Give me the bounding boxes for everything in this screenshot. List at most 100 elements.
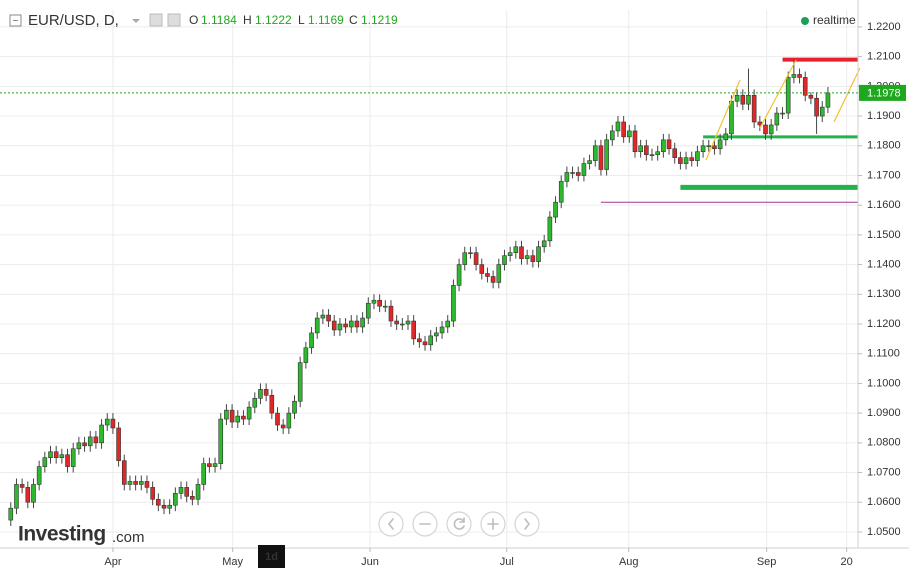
candle-body: [661, 139, 666, 153]
candle-body: [195, 484, 201, 500]
candle-body: [695, 151, 700, 161]
candle-body: [439, 326, 445, 334]
candle-body: [717, 139, 723, 150]
candle-body: [740, 94, 746, 105]
y-tick-label: 1.1300: [867, 288, 901, 300]
settings-icon[interactable]: [149, 13, 163, 27]
nav-zoom-in[interactable]: [480, 511, 506, 537]
candle-body: [729, 100, 734, 135]
x-tick-label: Jul: [500, 556, 514, 568]
candle-body: [190, 496, 195, 500]
candle-body: [405, 320, 411, 325]
candle-body: [104, 418, 110, 426]
last-price-box: [859, 84, 906, 101]
readout-c-label: C: [349, 13, 358, 27]
trend-lines: [705, 59, 861, 161]
candle-body: [575, 172, 581, 176]
candle-body: [331, 320, 337, 331]
candle-body: [479, 264, 485, 274]
nav-left[interactable]: [378, 511, 404, 537]
candle-body: [513, 246, 519, 254]
status-text: realtime: [813, 13, 856, 27]
candle-body: [530, 255, 536, 262]
candle-body: [434, 332, 439, 337]
candle-body: [14, 484, 19, 509]
candle-body: [683, 157, 689, 164]
candle-body: [150, 487, 155, 500]
dropdown-caret[interactable]: [132, 19, 140, 23]
candle-body: [802, 77, 808, 96]
candle-body: [632, 130, 638, 153]
candle-body: [269, 395, 275, 414]
candle-body: [768, 124, 774, 135]
candle-body: [314, 317, 320, 334]
brand: Investing: [18, 523, 106, 546]
candle-body: [360, 317, 365, 328]
candle-body: [76, 442, 82, 450]
candle-body: [564, 172, 570, 182]
candle-body: [456, 264, 462, 286]
candle-body: [371, 299, 377, 304]
candle-body: [70, 448, 76, 467]
last-price: 1.1978: [0, 84, 906, 101]
candle-body: [218, 418, 224, 464]
candle-body: [604, 139, 609, 170]
candle-body: [490, 276, 496, 283]
symbol-title: EUR/USD, D,: [28, 12, 119, 29]
candle-body: [121, 460, 127, 485]
candle-body: [42, 457, 48, 467]
candle-body: [93, 436, 99, 444]
candle-body: [207, 463, 212, 467]
nav-reset[interactable]: [446, 511, 472, 537]
candle-body: [570, 172, 575, 174]
axes: 1.0500 1.0600 1.0700 1.0800 1.0900 1.1000 1.11…: [104, 21, 900, 568]
candle-body: [229, 409, 235, 423]
x-tick-label: 20: [841, 556, 853, 568]
nav-right[interactable]: [514, 511, 540, 537]
y-tick-label: 1.2200: [867, 21, 901, 33]
candle-body: [326, 314, 331, 322]
candle-body: [235, 415, 241, 423]
y-tick-label: 1.1600: [867, 199, 901, 211]
candle-body: [502, 255, 507, 265]
x-tick-label: Sep: [757, 556, 777, 568]
readout-l-label: L: [298, 13, 305, 27]
candle-body: [536, 246, 541, 262]
candle-body: [485, 273, 490, 277]
candle-body: [751, 94, 757, 123]
candle-body: [337, 323, 343, 331]
candle-body: [609, 130, 615, 141]
readout-o-label: O: [189, 13, 198, 27]
candle-body: [445, 320, 451, 328]
candle-body: [241, 415, 246, 420]
candles: [8, 59, 831, 527]
y-tick-label: 1.1400: [867, 258, 901, 270]
candle-body: [507, 252, 513, 256]
candle-body: [275, 412, 280, 426]
candle-body: [309, 332, 314, 349]
compare-icon[interactable]: [167, 13, 181, 27]
candle-body: [780, 112, 785, 115]
candle-body: [343, 323, 348, 328]
candle-body: [700, 145, 706, 153]
grid: [0, 10, 858, 548]
candle-body: [763, 124, 768, 135]
x-tick-label: Aug: [619, 556, 639, 568]
readout-high: 1.1222: [255, 13, 292, 27]
y-tick-label: 1.0500: [867, 526, 901, 538]
candle-body: [797, 74, 802, 78]
candle-body: [468, 252, 473, 255]
nav-zoom-out[interactable]: [412, 511, 438, 537]
y-tick-label: 1.1700: [867, 169, 901, 181]
candle-body: [712, 145, 717, 150]
candle-body: [25, 487, 31, 503]
readout-close: 1.1219: [361, 13, 398, 27]
y-tick-label: 1.2100: [867, 51, 901, 63]
candle-body: [65, 454, 70, 467]
brand-suffix: .com: [112, 529, 145, 546]
candle-body: [638, 145, 643, 153]
candle-body: [286, 412, 292, 429]
